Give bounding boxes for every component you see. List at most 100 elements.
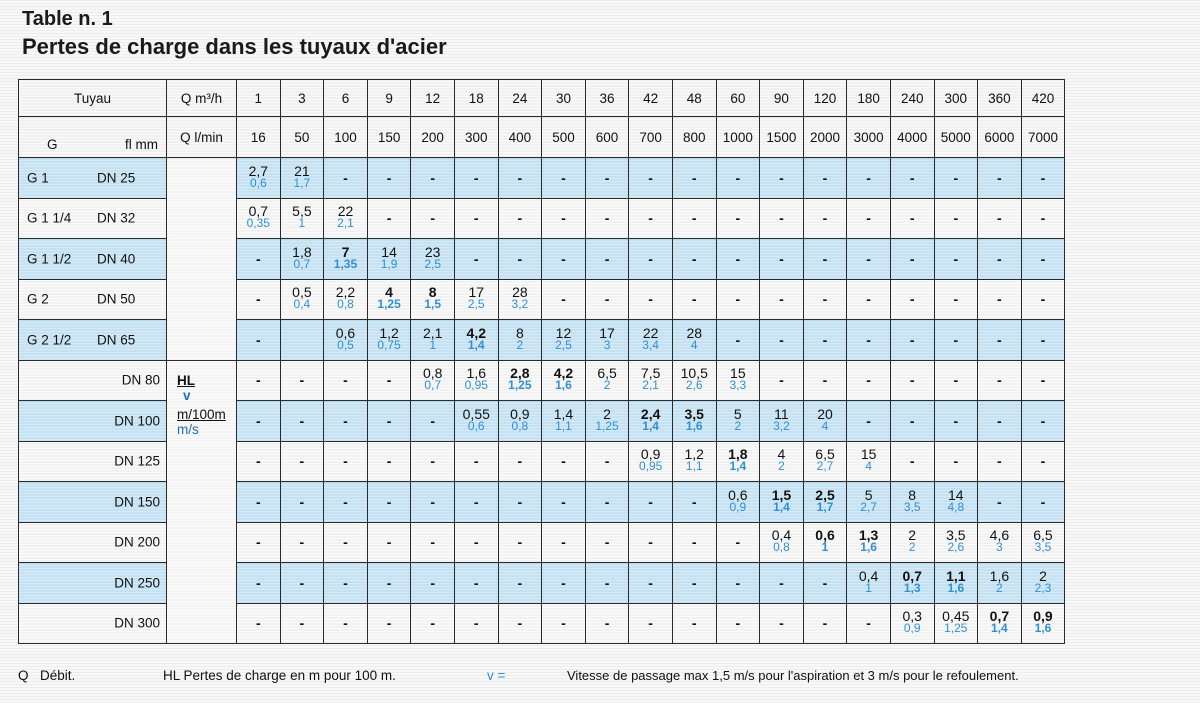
- q-lmin-cell: 3000: [846, 116, 891, 158]
- q-m3h-cell: 18: [453, 79, 499, 117]
- q-m3h-cell: 24: [497, 79, 543, 117]
- head-loss-value: 28: [686, 324, 703, 341]
- tuyau-header: Tuyau: [18, 79, 167, 117]
- dash-mark: -: [430, 210, 435, 227]
- dash-mark: -: [430, 412, 435, 429]
- dash-mark: -: [299, 372, 305, 389]
- dash-mark: -: [822, 210, 828, 227]
- dash-mark: -: [953, 372, 959, 389]
- dash-mark: -: [430, 534, 435, 551]
- dash-mark: -: [866, 372, 871, 389]
- pipe-g-size: G 1 1/4: [27, 210, 72, 226]
- head-loss-value: 1,2: [684, 446, 704, 463]
- empty-dash-cell: -: [759, 278, 804, 320]
- empty-dash-cell: -: [1020, 278, 1066, 320]
- empty-dash-cell: -: [584, 157, 630, 199]
- velocity-value: 0,5: [337, 337, 354, 352]
- dash-mark: -: [255, 534, 261, 551]
- empty-dash-cell: -: [715, 157, 761, 199]
- dash-mark: -: [866, 615, 871, 632]
- loss-velocity-cell: 22 2,1: [323, 197, 368, 239]
- empty-dash-cell: -: [584, 481, 630, 523]
- head-loss-value: 0,4: [771, 527, 792, 544]
- empty-dash-cell: -: [236, 440, 281, 482]
- dash-mark: -: [648, 534, 653, 551]
- empty-dash-cell: -: [846, 319, 891, 361]
- q-lmin-cell: 300: [453, 116, 499, 158]
- head-loss-value: 2,8: [510, 365, 530, 382]
- dash-mark: -: [299, 534, 305, 551]
- empty-dash-cell: -: [497, 521, 543, 563]
- dash-mark: -: [430, 574, 435, 591]
- pipe-dn-size: DN 25: [97, 170, 136, 186]
- dash-mark: -: [386, 615, 392, 632]
- empty-dash-cell: -: [715, 562, 761, 604]
- dash-mark: -: [909, 372, 915, 389]
- pipe-size-cell: DN 300: [18, 602, 167, 644]
- velocity-value: 2,6: [947, 540, 965, 555]
- head-loss-value: 8: [908, 486, 917, 503]
- pipe-dn-size: DN 300: [114, 615, 160, 631]
- empty-dash-cell: -: [366, 197, 412, 239]
- empty-dash-cell: -: [366, 157, 412, 199]
- velocity-value: 0,7: [293, 256, 311, 271]
- dash-mark: -: [561, 210, 566, 227]
- head-loss-value: 17: [599, 324, 615, 341]
- head-loss-value: 0,7: [989, 608, 1010, 625]
- empty-dash-cell: -: [846, 400, 891, 442]
- q-m3h-cell: 42: [628, 79, 673, 117]
- pipe-g-size: G 1: [27, 170, 49, 186]
- empty-dash-cell: -: [671, 278, 717, 320]
- empty-dash-cell: -: [541, 562, 586, 604]
- velocity-value: 2,5: [467, 297, 485, 312]
- loss-velocity-cell: 0,45 1,25: [933, 602, 979, 644]
- table-row: G 1 1/4 DN 32 0,7 0,35 5,5 1 22 2,1- - - - - - - - - - - -…: [18, 197, 1066, 239]
- empty-dash-cell: -: [1020, 197, 1066, 239]
- table-row: G 2 DN 50-0,5 0,4 2,2 0,8 4 1,25 8 1,5 17 2,5 28 3,2…: [18, 278, 1066, 320]
- velocity-value: 2,1: [642, 378, 659, 393]
- empty-dash-cell: -: [628, 238, 673, 280]
- empty-dash-cell: -: [366, 602, 412, 644]
- pipe-dn-size: DN 50: [97, 291, 136, 307]
- head-loss-value: 1,8: [728, 446, 748, 463]
- loss-velocity-cell: 7 1,35: [323, 238, 368, 280]
- head-loss-value: 10,5: [680, 365, 708, 382]
- empty-dash-cell: -: [453, 481, 499, 523]
- loss-velocity-cell: 2,7 0,6: [236, 157, 281, 199]
- dash-mark: -: [648, 574, 653, 591]
- empty-dash-cell: -: [236, 521, 281, 563]
- dash-mark: -: [473, 574, 479, 591]
- velocity-value: 1,3: [903, 580, 921, 595]
- table-row: DN 125- - - - - - - - -0,9 0,95 1,2 1,1 1,8 1,4 4 2 6,5 2…: [18, 440, 1066, 482]
- dash-mark: -: [1040, 453, 1046, 470]
- dash-mark: -: [735, 291, 741, 308]
- dash-mark: -: [779, 615, 784, 632]
- loss-velocity-cell: 1,1 1,6: [933, 562, 979, 604]
- empty-dash-cell: -: [671, 562, 717, 604]
- head-loss-value: 2,5: [815, 486, 835, 503]
- empty-dash-cell: -: [889, 440, 935, 482]
- dash-mark: -: [1040, 291, 1046, 308]
- dash-mark: -: [473, 534, 479, 551]
- loss-velocity-cell: 0,7 1,4: [977, 602, 1022, 644]
- dash-mark: -: [343, 453, 348, 470]
- empty-dash-cell: -: [366, 359, 412, 401]
- velocity-value: 1,7: [293, 175, 311, 190]
- loss-velocity-cell: 0,9 0,95: [628, 440, 673, 482]
- dash-mark: -: [343, 372, 348, 389]
- velocity-value: 3,3: [729, 378, 747, 393]
- dash-mark: -: [779, 291, 784, 308]
- q-m3h-cell: 36: [584, 79, 630, 117]
- velocity-value: 3,5: [903, 499, 921, 514]
- empty-dash-cell: -: [933, 319, 979, 361]
- empty-dash-cell: -: [1020, 359, 1066, 401]
- velocity-value: 3,2: [511, 297, 529, 312]
- footer-q-text: Débit.: [40, 668, 76, 683]
- dash-mark: -: [604, 453, 610, 470]
- dash-mark: -: [343, 412, 348, 429]
- empty-dash-cell: -: [628, 278, 673, 320]
- empty-dash-cell: -: [759, 562, 804, 604]
- empty-dash-cell: -: [759, 157, 804, 199]
- loss-velocity-cell: 0,55 0,6: [453, 400, 499, 442]
